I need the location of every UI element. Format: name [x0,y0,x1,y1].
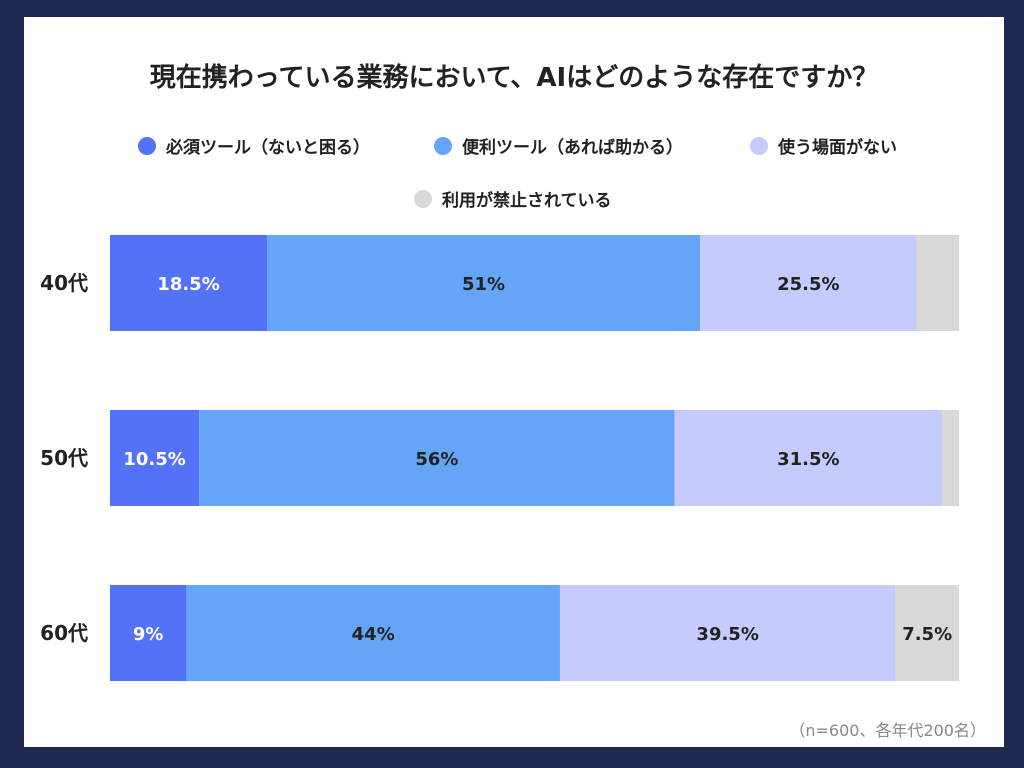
chart-title: 現在携わっている業務において、AIはどのような存在ですか？ [149,63,879,93]
legend-item-essential: 必須ツール（ないと困る） [138,133,370,158]
data-label-1-1: 56% [415,449,458,470]
category-label-1: 50代 [40,446,88,470]
legend-label-no-use: 使う場面がない [778,138,897,158]
legend-label-prohibited: 利用が禁止されている [442,191,612,211]
data-label-1-2: 31.5% [777,449,839,470]
legend-label-essential: 必須ツール（ないと困る） [166,138,370,158]
data-label-2-2: 39.5% [696,624,758,645]
category-label-2: 60代 [40,621,88,645]
bar-segment-0-3 [916,235,959,331]
legend-swatch-no-use [750,136,768,155]
legend-label-convenient: 便利ツール（あれば助かる） [462,138,683,158]
bar-segment-0-2 [700,235,917,331]
data-label-0-1: 51% [462,274,505,295]
data-label-0-2: 25.5% [777,274,839,295]
bar-segment-1-1 [199,410,675,506]
bar-segment-1-2 [674,410,943,506]
data-label-2-3: 7.5% [902,624,952,645]
bar-segment-0-1 [267,235,701,331]
data-label-2-0: 9% [133,624,164,645]
bar-segment-2-2 [559,585,896,681]
bar-segment-0-0 [110,235,268,331]
legend-swatch-convenient [434,136,452,155]
bar-segment-2-3 [895,585,959,681]
legend-swatch-essential [138,136,156,155]
legend-swatch-prohibited [414,189,432,208]
data-label-2-1: 44% [352,624,395,645]
data-label-0-0: 18.5% [157,274,219,295]
bar-segment-2-0 [110,585,187,681]
legend-item-convenient: 便利ツール（あれば助かる） [434,133,683,158]
bar-segment-1-0 [110,410,200,506]
sample-size-note: （n=600、各年代200名） [789,721,986,740]
stacked-bar-chart: 40代 18.5% 51% 25.5% 50代 10.5% 56% 31.5% 60代 9% 44%… [40,235,959,681]
bar-segment-1-3 [942,410,959,506]
data-label-1-0: 10.5% [123,449,185,470]
bar-segment-2-1 [186,585,560,681]
legend-item-no-use: 使う場面がない [750,133,897,158]
category-label-0: 40代 [40,271,88,295]
chart-card: 現在携わっている業務において、AIはどのような存在ですか？ 必須ツール（ないと困… [24,17,1004,747]
legend-item-prohibited: 利用が禁止されている [414,186,612,211]
